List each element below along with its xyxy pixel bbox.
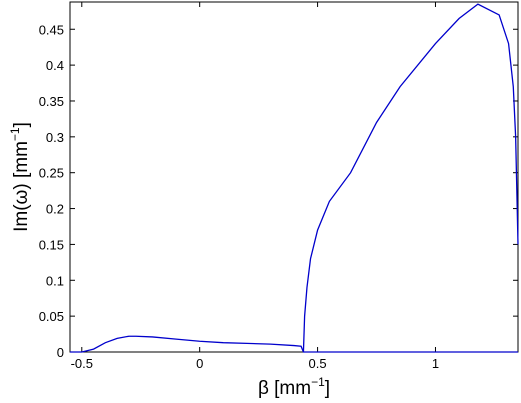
y-tick-label: 0.35 (39, 94, 64, 109)
y-tick-label: 0.25 (39, 166, 64, 181)
y-tick-label: 0.2 (46, 202, 64, 217)
y-tick-label: 0.3 (46, 130, 64, 145)
x-label-text: β [mm (258, 378, 311, 399)
y-tick-label: 0.4 (46, 58, 64, 73)
y-label-end: ] (11, 122, 32, 127)
x-tick-label: 0 (196, 356, 203, 371)
y-label-text: Im(ω) [mm (11, 141, 32, 232)
y-axis-label: Im(ω) [mm−1] (8, 122, 32, 232)
data-line (302, 3, 519, 353)
x-tick-label: 0.5 (309, 356, 327, 371)
y-tick-label: 0.45 (39, 22, 64, 37)
x-tick-label: -0.5 (71, 356, 93, 371)
y-label-sup: −1 (8, 127, 22, 141)
plot-frame (69, 1, 519, 353)
x-axis-label: β [mm−1] (258, 375, 330, 399)
y-tick-label: 0.05 (39, 309, 64, 324)
y-tick-label: 0 (57, 345, 64, 360)
x-tick-label: 1 (432, 356, 439, 371)
y-tick-label: 0.15 (39, 237, 64, 252)
data-line (70, 335, 518, 353)
y-tick-label: 0.1 (46, 273, 64, 288)
x-label-end: ] (325, 378, 330, 399)
x-label-sup: −1 (311, 375, 325, 389)
